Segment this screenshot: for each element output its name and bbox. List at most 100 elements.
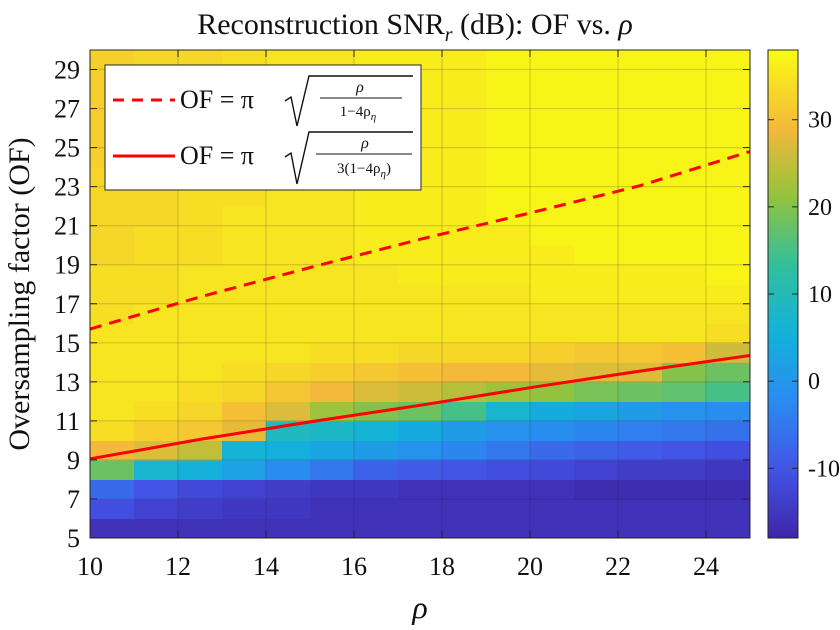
heatmap-cell	[486, 401, 531, 422]
heatmap-cell	[486, 479, 531, 500]
heatmap-cell	[442, 518, 487, 538]
chart-title: Reconstruction SNRr (dB): OF vs. ρ	[197, 8, 633, 46]
colorbar-tick-label: 10	[808, 282, 832, 308]
heatmap-cell	[530, 50, 575, 71]
heatmap-cell	[486, 186, 531, 207]
heatmap-cell	[486, 342, 531, 363]
heatmap-cell	[442, 401, 487, 422]
heatmap-cell	[618, 498, 663, 520]
heatmap-cell	[618, 50, 663, 71]
heatmap-cell	[662, 401, 707, 422]
heatmap-cell	[618, 284, 663, 305]
heatmap-cell	[574, 284, 619, 305]
heatmap-cell	[662, 381, 707, 402]
legend-dashed-denominator: 1−4ρη	[340, 104, 376, 123]
heatmap-cell	[486, 167, 531, 188]
heatmap-cell	[310, 420, 355, 441]
heatmap-cell	[222, 401, 267, 422]
heatmap-cell	[618, 245, 663, 266]
heatmap-cell	[662, 518, 707, 538]
heatmap-cell	[442, 459, 487, 481]
gridlines	[90, 50, 750, 538]
heatmap-cell	[442, 128, 487, 149]
heatmap-cell	[310, 225, 355, 246]
heatmap-cell	[618, 186, 663, 207]
heatmap-cell	[134, 362, 179, 383]
heatmap-cell	[442, 362, 487, 383]
heatmap-cell	[222, 245, 267, 266]
heatmap-cell	[706, 479, 750, 500]
y-axis-label: Oversampling factor (OF)	[3, 137, 36, 450]
y-tick-label: 17	[54, 290, 80, 319]
legend-solid-denominator: 3(1−4ρη)	[337, 161, 391, 180]
heatmap-cell	[530, 342, 575, 363]
heatmap-cell	[530, 245, 575, 266]
heatmap-cell	[618, 440, 663, 461]
heatmap-cell	[90, 342, 135, 363]
heatmap-cell	[706, 50, 750, 71]
heatmap-cell	[178, 264, 223, 285]
heatmap-cell	[662, 225, 707, 246]
heatmap-cell	[442, 323, 487, 344]
heatmap-cell	[574, 206, 619, 227]
heatmap-cell	[486, 128, 531, 149]
heatmap-cell	[486, 440, 531, 461]
heatmap-cell	[530, 147, 575, 168]
heatmap-cell	[266, 245, 311, 266]
heatmap-cell	[134, 381, 179, 402]
colorbar-tick-label: 0	[808, 369, 820, 395]
x-tick-label: 24	[693, 552, 719, 581]
heatmap-cell	[574, 459, 619, 481]
heatmap-cell	[310, 284, 355, 305]
heatmap-cell	[222, 440, 267, 461]
heatmap-cell	[90, 362, 135, 383]
heatmap-cell	[662, 342, 707, 363]
heatmap-cell	[486, 89, 531, 110]
heatmap-cell	[178, 479, 223, 500]
heatmap-cell	[442, 69, 487, 90]
heatmap-cell	[90, 420, 135, 441]
heatmap-cell	[486, 362, 531, 383]
heatmap-cell	[706, 206, 750, 227]
curve-dashed	[90, 150, 750, 331]
heatmap-cell	[530, 225, 575, 246]
heatmap-cell	[706, 440, 750, 461]
heatmap-cell	[310, 303, 355, 324]
heatmap-cell	[398, 303, 443, 324]
heatmap-cell	[574, 69, 619, 90]
heatmap-cell	[178, 401, 223, 422]
heatmap-cell	[134, 264, 179, 285]
legend-solid-den-suffix: )	[386, 161, 391, 177]
heatmap-cell	[618, 128, 663, 149]
heatmap-cell	[134, 323, 179, 344]
heatmap-cell	[90, 303, 135, 324]
heatmap-cell	[222, 186, 267, 207]
heatmap-cell	[266, 459, 311, 481]
x-tick-label: 20	[517, 552, 543, 581]
heatmap-cell	[486, 69, 531, 90]
heatmap-cell	[354, 303, 399, 324]
heatmap-cell	[266, 303, 311, 324]
legend-solid-lhs: OF = π	[180, 141, 254, 170]
heatmap-cell	[662, 206, 707, 227]
heatmap-cell	[398, 284, 443, 305]
heatmap-cell	[134, 498, 179, 520]
heatmap-cell	[706, 498, 750, 520]
heatmap-cell	[662, 186, 707, 207]
heatmap-cell	[442, 264, 487, 285]
heatmap-cell	[442, 89, 487, 110]
heatmap-cell	[398, 186, 443, 207]
title-subscript: r	[445, 24, 453, 46]
heatmap-cell	[354, 342, 399, 363]
y-tick-label: 5	[67, 524, 80, 553]
heatmap-cell	[530, 498, 575, 520]
heatmap-cell	[706, 245, 750, 266]
heatmap-cell	[442, 284, 487, 305]
heatmap-cell	[706, 186, 750, 207]
heatmap-cell	[530, 284, 575, 305]
heatmap-cell	[706, 518, 750, 538]
heatmap-cell	[310, 342, 355, 363]
legend-dashed-den-main: 1−4ρ	[340, 104, 371, 120]
curve-solid	[90, 354, 750, 461]
heatmap-cell	[618, 323, 663, 344]
